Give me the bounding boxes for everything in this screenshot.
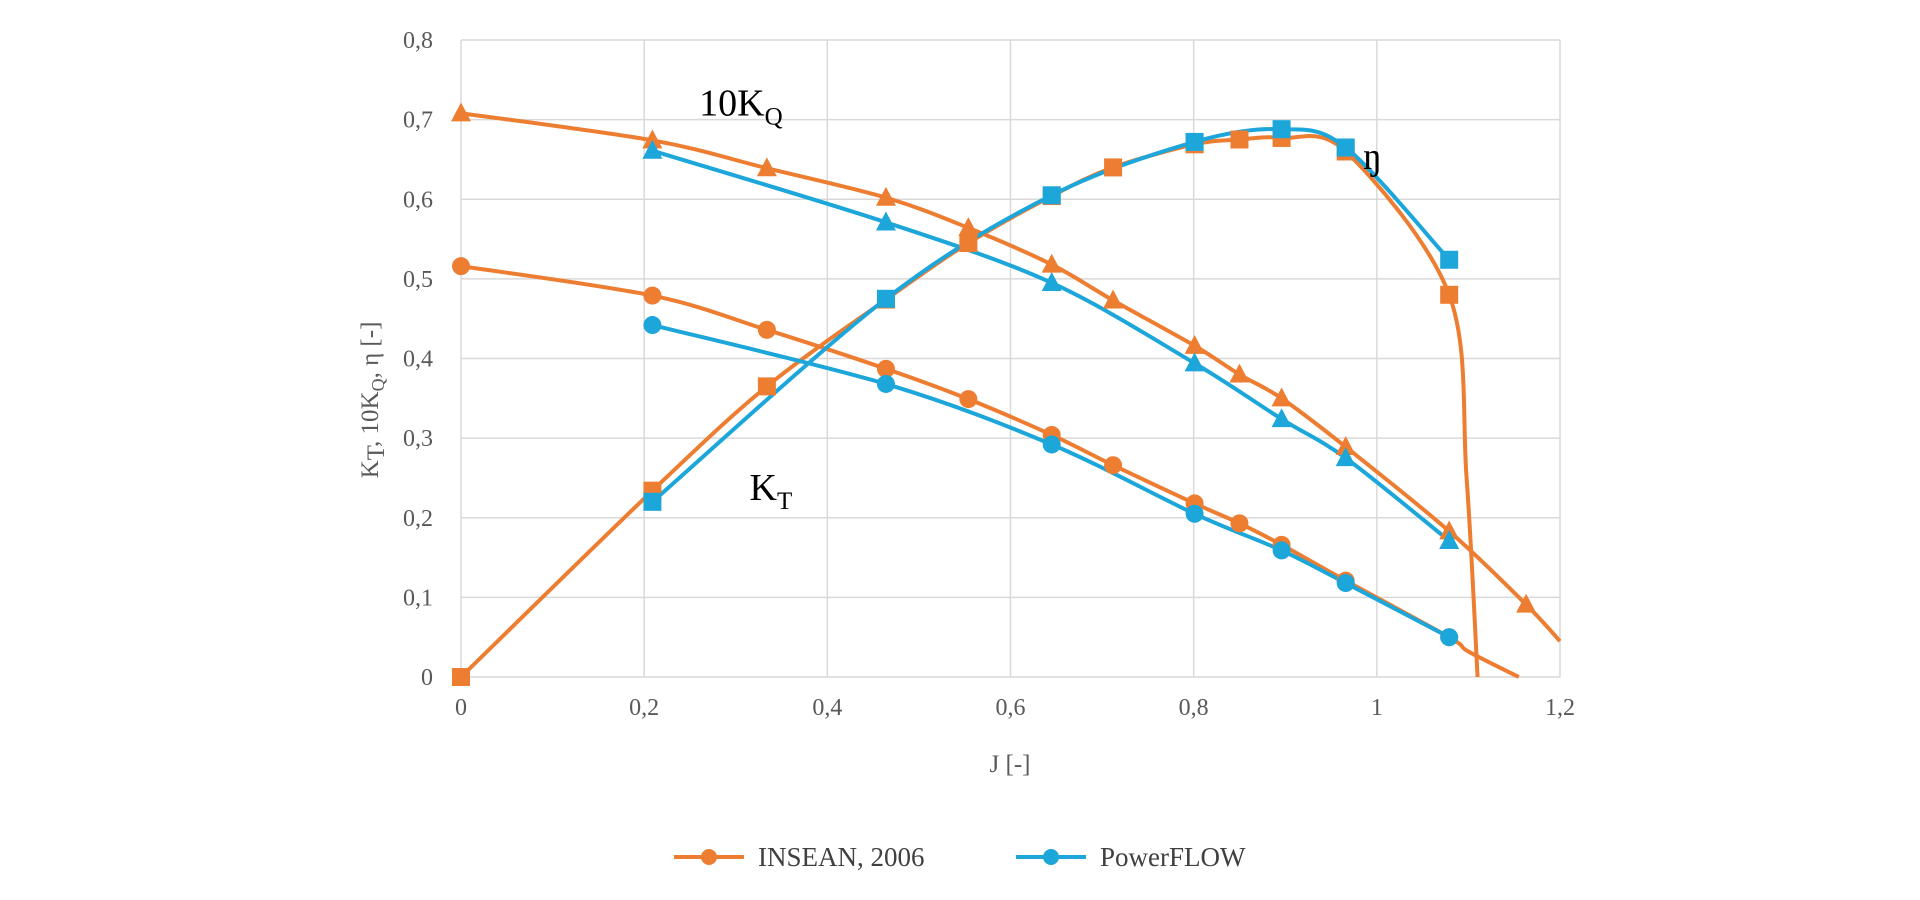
data-point <box>642 129 663 149</box>
data-point <box>1041 253 1062 273</box>
data-point <box>1272 120 1291 139</box>
x-axis-ticks: 0 0,2 0,4 0,6 0,8 1 1,2 <box>455 695 1575 721</box>
x-tick-label: 1,2 <box>1545 695 1575 721</box>
legend-marker-powerflow <box>1043 849 1059 865</box>
data-point <box>757 377 776 396</box>
data-point <box>642 139 663 159</box>
data-point <box>876 359 895 378</box>
data-point <box>1271 408 1292 428</box>
data-point <box>1103 289 1124 309</box>
data-point <box>643 492 662 511</box>
data-point <box>1439 530 1460 549</box>
legend: INSEAN, 2006 PowerFLOW <box>674 842 1246 872</box>
data-point <box>452 668 470 686</box>
data-point <box>1335 436 1356 455</box>
data-point <box>875 186 896 206</box>
data-point <box>1336 574 1355 593</box>
data-point <box>1440 628 1459 647</box>
data-point <box>875 211 896 231</box>
data-point <box>1230 130 1249 149</box>
y-tick-label: 0 <box>421 665 433 691</box>
data-point <box>643 286 662 305</box>
data-point <box>959 234 978 253</box>
data-point <box>1336 138 1355 157</box>
annotation-eta: ŋ <box>1363 136 1382 178</box>
x-tick-label: 0 <box>455 695 467 721</box>
data-point <box>1440 250 1459 269</box>
x-tick-label: 0,6 <box>996 695 1026 721</box>
data-point <box>1104 456 1123 475</box>
data-point <box>959 390 978 409</box>
legend-marker-insean <box>701 849 717 865</box>
y-tick-label: 0,8 <box>403 28 433 54</box>
data-point <box>643 316 662 335</box>
x-tick-label: 0,8 <box>1179 695 1209 721</box>
y-tick-label: 0,4 <box>403 347 433 373</box>
data-point <box>1041 272 1062 291</box>
legend-label-insean: INSEAN, 2006 <box>758 842 925 872</box>
data-point <box>1184 352 1205 372</box>
x-tick-label: 0,2 <box>629 695 659 721</box>
data-point <box>452 257 470 276</box>
data-point <box>1104 158 1123 177</box>
y-tick-label: 0,2 <box>403 506 433 532</box>
curve-annotations: 10KQ KT ŋ <box>699 83 1382 516</box>
y-tick-label: 0,5 <box>403 267 433 293</box>
data-point <box>958 217 979 237</box>
y-tick-label: 0,7 <box>403 108 433 134</box>
data-point <box>757 320 776 339</box>
data-point <box>1516 593 1537 613</box>
legend-label-powerflow: PowerFLOW <box>1100 842 1246 872</box>
data-point <box>1271 387 1292 407</box>
legend-item-insean: INSEAN, 2006 <box>674 842 925 872</box>
y-tick-label: 0,1 <box>403 585 433 611</box>
data-point <box>1335 447 1356 467</box>
x-tick-label: 0,4 <box>812 695 842 721</box>
data-point <box>1185 132 1204 151</box>
series-markers <box>451 102 1537 686</box>
y-axis-title: KT, 10KQ, η [-] <box>357 322 390 479</box>
legend-item-powerflow: PowerFLOW <box>1016 842 1246 872</box>
data-point <box>1042 186 1061 205</box>
y-tick-label: 0,6 <box>403 187 433 213</box>
annotation-kq: 10KQ <box>699 83 783 131</box>
x-tick-label: 1 <box>1371 695 1383 721</box>
data-point <box>876 374 895 393</box>
data-point <box>1440 285 1459 304</box>
data-point <box>1184 334 1205 354</box>
annotation-kt: KT <box>749 467 792 515</box>
data-point <box>1185 504 1204 523</box>
data-point <box>1229 363 1250 383</box>
data-point <box>451 102 471 122</box>
data-point <box>1230 514 1249 533</box>
data-point <box>1272 541 1291 560</box>
y-axis-ticks: 0 0,1 0,2 0,3 0,4 0,5 0,6 0,7 0,8 <box>403 28 433 691</box>
data-point <box>876 289 895 308</box>
x-axis-title: J [-] <box>990 751 1031 778</box>
data-point <box>1042 435 1061 454</box>
grid <box>460 39 1561 678</box>
y-tick-label: 0,3 <box>403 426 433 452</box>
data-point <box>1439 520 1460 540</box>
data-point <box>756 157 777 177</box>
series-line-0 <box>460 264 1520 679</box>
